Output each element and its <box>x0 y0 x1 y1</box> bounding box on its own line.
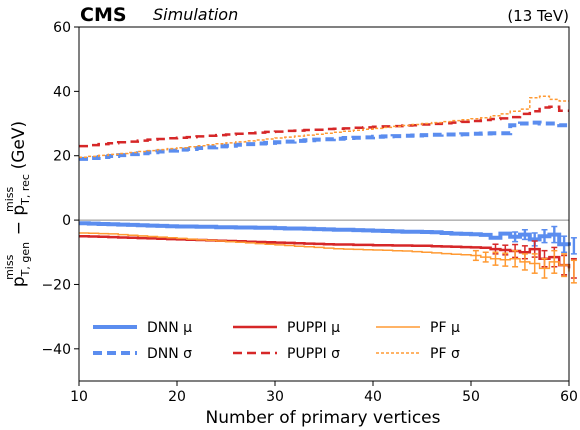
y-axis-title-unit: (GeV) <box>9 121 29 175</box>
legend-label-2: PUPPI μ <box>287 320 340 336</box>
y-tick-label-0: −40 <box>41 342 71 358</box>
y-tick-label-3: 20 <box>53 149 71 165</box>
x-tick-label-3: 40 <box>364 389 382 405</box>
y-axis-title-sub2: T, rec <box>19 174 32 206</box>
energy-label: (13 TeV) <box>507 7 569 25</box>
legend-label-5: PF σ <box>430 346 460 362</box>
y-axis-title: pT, genmiss − pT, recmiss (GeV) <box>3 121 32 287</box>
experiment-label: CMS <box>80 4 127 26</box>
plot-area: 10 20 30 40 50 60 −40 −20 0 20 40 60 DNN μ DNN σ PUPPI… <box>41 20 577 405</box>
status-label: Simulation <box>153 5 238 24</box>
y-tick-label-5: 60 <box>53 20 71 36</box>
x-tick-label-4: 50 <box>462 389 480 405</box>
y-tick-label-1: −20 <box>41 277 71 293</box>
y-tick-label-4: 40 <box>53 84 71 100</box>
legend-label-4: PF μ <box>430 320 460 336</box>
y-axis-title-sup2: miss <box>3 187 16 213</box>
y-tick-label-2: 0 <box>62 213 71 229</box>
y-axis-title-sub1: T, gen <box>19 242 32 277</box>
legend-label-3: PUPPI σ <box>287 346 340 362</box>
x-axis-title: Number of primary vertices <box>206 408 441 428</box>
x-tick-label-0: 10 <box>70 389 88 405</box>
legend-label-0: DNN μ <box>147 320 192 336</box>
series-line-0 <box>79 223 569 246</box>
legend-label-1: DNN σ <box>147 346 192 362</box>
series-line-1 <box>79 123 569 159</box>
x-tick-label-1: 20 <box>168 389 186 405</box>
y-axis-title-sup1: miss <box>3 254 16 280</box>
x-tick-label-5: 60 <box>560 389 578 405</box>
svg-text:pT, genmiss − pT, recmiss (GeV: pT, genmiss − pT, recmiss (GeV) <box>3 121 32 287</box>
series-line-3 <box>79 107 569 146</box>
x-tick-label-2: 30 <box>266 389 284 405</box>
series-line-5 <box>79 96 569 157</box>
